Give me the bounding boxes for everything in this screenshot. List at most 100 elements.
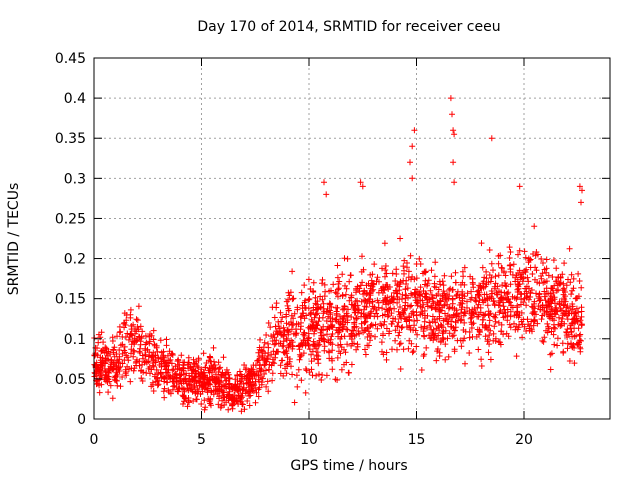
data-point <box>424 303 431 310</box>
data-point <box>236 368 243 375</box>
data-point <box>558 322 565 329</box>
data-point <box>482 333 489 340</box>
data-point <box>499 265 506 272</box>
data-point <box>145 365 152 372</box>
data-point <box>344 341 351 348</box>
data-point <box>298 377 305 384</box>
data-point <box>153 366 160 373</box>
data-point <box>390 299 396 306</box>
data-point <box>522 269 529 276</box>
data-point <box>265 320 272 326</box>
data-point <box>264 355 271 362</box>
data-point <box>405 268 412 275</box>
data-point <box>577 317 584 324</box>
data-point <box>252 385 259 392</box>
data-point <box>324 305 331 312</box>
data-point <box>353 316 360 322</box>
data-point <box>339 321 346 328</box>
data-point <box>384 282 391 288</box>
data-point <box>486 311 493 318</box>
data-point <box>184 403 191 410</box>
data-point <box>289 371 296 378</box>
data-point <box>563 282 570 289</box>
data-point <box>335 281 342 287</box>
data-point <box>334 274 341 281</box>
data-point <box>200 350 207 357</box>
data-point <box>229 401 236 408</box>
data-point <box>499 282 506 289</box>
data-point <box>433 336 440 343</box>
data-point <box>343 285 350 292</box>
data-point <box>351 324 358 331</box>
data-point <box>164 379 171 386</box>
data-point <box>550 331 557 338</box>
data-point <box>450 312 457 319</box>
data-point <box>211 375 218 382</box>
data-point <box>191 384 197 391</box>
data-point <box>476 293 483 300</box>
x-tick-label: 15 <box>408 432 426 448</box>
data-point <box>411 127 418 134</box>
data-point <box>221 402 228 408</box>
data-point <box>127 306 134 313</box>
data-point <box>169 386 176 393</box>
data-point <box>509 271 516 278</box>
data-point <box>539 270 546 277</box>
data-point <box>402 286 409 293</box>
data-point <box>290 295 297 302</box>
data-point <box>262 367 269 374</box>
data-point <box>300 310 307 317</box>
data-point <box>136 358 143 365</box>
data-point <box>96 389 103 396</box>
data-point <box>401 305 408 312</box>
data-point <box>283 311 290 318</box>
data-point <box>488 135 495 142</box>
data-point <box>374 297 381 304</box>
data-point <box>353 346 360 353</box>
data-point <box>420 301 427 308</box>
data-point <box>300 330 307 336</box>
data-point <box>464 290 471 297</box>
data-point <box>202 364 209 371</box>
data-point <box>558 307 565 314</box>
data-point <box>263 332 270 338</box>
data-point <box>294 306 301 313</box>
data-point <box>102 359 108 366</box>
data-point <box>537 306 544 313</box>
data-point <box>536 297 543 304</box>
data-point <box>495 338 502 345</box>
data-point <box>362 290 368 297</box>
data-point <box>161 394 168 401</box>
data-point <box>414 300 421 307</box>
data-point <box>357 179 364 186</box>
data-point <box>270 348 277 355</box>
data-point <box>382 311 388 318</box>
data-point <box>475 287 482 294</box>
data-point <box>190 375 197 382</box>
data-point <box>116 323 123 330</box>
data-point <box>270 356 276 363</box>
data-point <box>321 343 328 350</box>
data-point <box>416 291 423 298</box>
data-point <box>450 332 457 339</box>
data-point <box>563 308 570 315</box>
data-point <box>222 370 229 377</box>
data-point <box>263 383 270 390</box>
data-point <box>189 388 196 395</box>
data-point <box>239 401 246 408</box>
data-point <box>540 338 547 345</box>
data-point <box>564 303 571 310</box>
data-point <box>486 322 493 329</box>
data-point <box>457 281 464 288</box>
data-point <box>138 375 145 382</box>
data-point <box>186 372 193 379</box>
data-point <box>456 313 463 320</box>
data-point <box>104 379 111 385</box>
data-point <box>314 356 321 363</box>
data-point <box>561 260 568 267</box>
data-point <box>326 349 333 356</box>
data-point <box>405 294 411 301</box>
data-point <box>432 319 439 326</box>
data-point <box>476 282 483 289</box>
data-point <box>568 271 575 278</box>
